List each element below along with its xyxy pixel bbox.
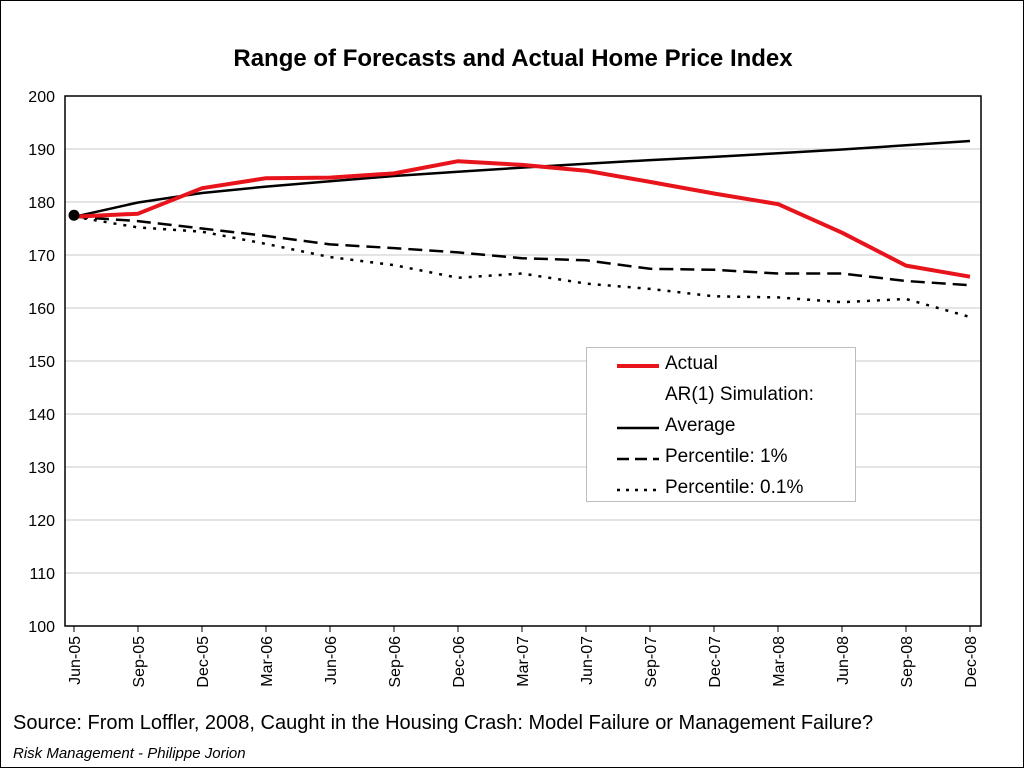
x-tick-label: Dec-06 [451, 636, 468, 688]
legend-label: Percentile: 0.1% [665, 477, 804, 498]
legend-label: Average [665, 415, 736, 436]
series-line-average [73, 139, 971, 219]
y-tick-label: 180 [28, 195, 55, 212]
legend-item-percentile-1: Percentile: 1% [587, 443, 855, 471]
y-tick-label: 190 [28, 142, 55, 159]
y-tick-label: 200 [28, 89, 55, 106]
legend-item-percentile-0-1: Percentile: 0.1% [587, 474, 855, 502]
chart-title: Range of Forecasts and Actual Home Price… [233, 45, 793, 72]
x-tick-label: Dec-05 [195, 636, 212, 688]
legend-item-actual: Actual [587, 350, 855, 378]
legend-swatch-average [617, 426, 659, 430]
chart-legend: Actual AR(1) Simulation: Average Percent… [586, 347, 856, 502]
x-tick-label: Jun-08 [835, 636, 852, 685]
legend-item-average: Average [587, 412, 855, 440]
x-tick-label: Sep-06 [387, 636, 404, 688]
series-line-percentile-1 [73, 215, 971, 287]
legend-item-ar1-heading: AR(1) Simulation: [587, 381, 855, 409]
plot-area [64, 95, 982, 627]
x-tick-label: Dec-08 [963, 636, 980, 688]
y-tick-label: 140 [28, 407, 55, 424]
legend-swatch-actual [617, 364, 659, 368]
series-line-actual [73, 159, 971, 279]
y-tick-label: 150 [28, 354, 55, 371]
start-point-marker [68, 209, 80, 221]
legend-swatch-percentile-0-1 [617, 488, 659, 492]
legend-label: Actual [665, 353, 718, 374]
source-note: Source: From Loffler, 2008, Caught in th… [13, 712, 874, 734]
y-tick-label: 130 [28, 460, 55, 477]
x-tick-label: Mar-08 [771, 636, 788, 687]
legend-label: Percentile: 1% [665, 446, 788, 467]
x-tick-label: Dec-07 [707, 636, 724, 688]
y-tick-label: 170 [28, 248, 55, 265]
series-line-percentile-0-1 [73, 215, 971, 319]
x-tick-label: Jun-06 [323, 636, 340, 685]
legend-swatch-percentile-1 [617, 457, 659, 461]
x-tick-label: Jun-05 [67, 636, 84, 685]
y-tick-label: 160 [28, 301, 55, 318]
y-tick-label: 110 [29, 566, 55, 583]
x-tick-label: Sep-07 [643, 636, 660, 688]
footer-credit: Risk Management - Philippe Jorion [13, 745, 246, 762]
legend-label: AR(1) Simulation: [665, 384, 814, 405]
x-tick-label: Sep-05 [131, 636, 148, 688]
x-tick-label: Mar-07 [515, 636, 532, 687]
x-tick-label: Jun-07 [579, 636, 596, 685]
x-tick-label: Sep-08 [899, 636, 916, 688]
y-tick-label: 120 [28, 513, 55, 530]
y-tick-label: 100 [28, 619, 55, 636]
x-tick-label: Mar-06 [259, 636, 276, 687]
